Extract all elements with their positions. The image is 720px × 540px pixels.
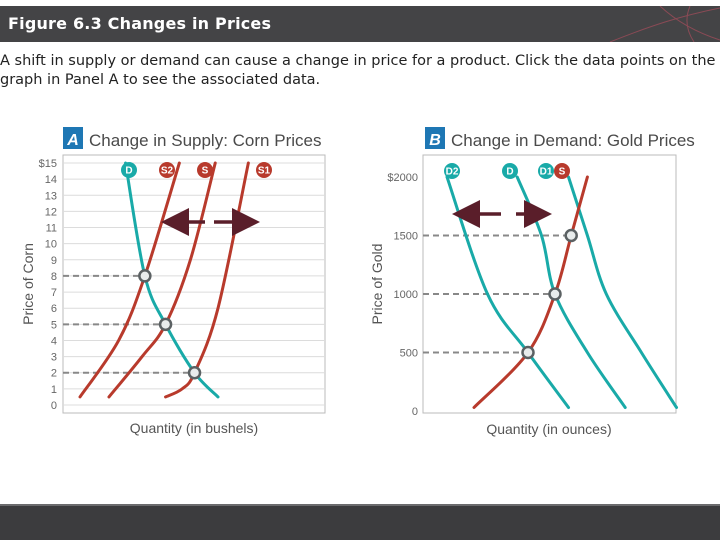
y-tick-label: 8 — [51, 271, 57, 283]
panel-b-badge — [425, 127, 445, 149]
y-tick-label: 12 — [45, 206, 57, 218]
y-tick-label: 2 — [51, 368, 57, 380]
y-tick-label: 1500 — [394, 231, 418, 243]
panel-b-ylabel: Price of Gold — [369, 244, 385, 325]
y-tick-label: 0 — [412, 406, 418, 418]
header-bar: Figure 6.3 Changes in Prices — [0, 6, 720, 42]
curve-label-badge — [159, 162, 175, 178]
corner-decoration-icon — [609, 6, 720, 42]
y-tick-label: 3 — [51, 352, 57, 364]
panel-a-badge — [63, 127, 83, 149]
curve-d1 — [567, 175, 678, 409]
panel-b-points — [521, 228, 578, 360]
y-tick-label: 11 — [46, 223, 57, 235]
intro-text: A shift in supply or demand can cause a … — [0, 53, 716, 88]
equilibrium-point[interactable] — [138, 269, 152, 283]
panel-b: B Change in Demand: Gold Prices $2000 150… — [369, 127, 695, 437]
curve-label-text: D2 — [446, 167, 459, 178]
equilibrium-point[interactable] — [158, 317, 173, 332]
y-tick-label: 13 — [45, 190, 57, 202]
curve-label-text: D — [506, 167, 513, 178]
panel-a-guides — [63, 274, 189, 374]
curve-label-text: D1 — [540, 167, 553, 178]
panel-b-title: Change in Demand: Gold Prices — [451, 131, 695, 150]
y-tick-label: 7 — [51, 287, 57, 299]
curve-s2 — [78, 161, 181, 399]
panel-b-curve-labels: D2 D D1 S — [444, 163, 570, 179]
y-tick-label: 1000 — [394, 289, 418, 301]
curve-label-badge — [121, 162, 137, 178]
curve-label-text: S — [202, 166, 209, 177]
y-tick-label: 1 — [51, 384, 57, 396]
equilibrium-point — [521, 345, 535, 360]
panel-a-title: Change in Supply: Corn Prices — [89, 131, 321, 150]
curve-label-badge — [538, 163, 554, 179]
curve-label-badge — [197, 162, 213, 178]
panel-b-y-ticks: $2000 1500 1000 500 0 — [387, 172, 418, 418]
curve-label-badge — [444, 163, 460, 179]
curve-label-text: D — [125, 166, 132, 177]
y-tick-label: 500 — [400, 348, 418, 360]
equilibrium-point — [548, 287, 562, 301]
curve-label-badge — [502, 163, 518, 179]
panel-b-xlabel: Quantity (in ounces) — [486, 421, 611, 437]
y-tick-label: 4 — [51, 335, 57, 347]
y-tick-label: 14 — [45, 174, 57, 186]
panel-a-curve-labels: D S2 S S1 — [121, 162, 272, 178]
y-tick-label: 5 — [51, 319, 57, 331]
y-tick-label: $2000 — [387, 172, 418, 184]
curve-label-badge — [256, 162, 272, 178]
figure-title: Figure 6.3 Changes in Prices — [8, 14, 272, 33]
panel-a-letter: A — [66, 132, 79, 149]
y-tick-label: 0 — [51, 400, 57, 412]
y-tick-label: 10 — [45, 239, 57, 251]
y-tick-label: 6 — [51, 303, 57, 315]
curve-label-badge — [554, 163, 570, 179]
panel-a-points — [138, 269, 202, 380]
y-tick-label: $15 — [39, 158, 57, 170]
curve-label-text: S1 — [258, 166, 271, 177]
panel-a: A Change in Supply: Corn Prices $1514131… — [20, 127, 326, 436]
equilibrium-point[interactable] — [187, 365, 202, 380]
panel-a-ylabel: Price of Corn — [20, 243, 36, 325]
y-tick-label: 9 — [51, 255, 57, 267]
curve-label-text: S — [559, 167, 566, 178]
equilibrium-point — [564, 228, 578, 243]
curve-label-text: S2 — [161, 166, 174, 177]
panel-a-xlabel: Quantity (in bushels) — [130, 420, 258, 436]
panel-b-plot-area — [422, 154, 677, 414]
panel-b-letter: B — [429, 132, 441, 149]
bottom-bar — [0, 504, 720, 540]
